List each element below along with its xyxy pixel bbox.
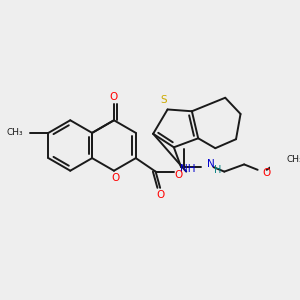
Text: O: O [262, 167, 270, 178]
Text: CH₃: CH₃ [286, 155, 300, 164]
Text: CH₃: CH₃ [7, 128, 23, 137]
Text: NH: NH [180, 164, 195, 174]
Text: O: O [110, 92, 118, 102]
Text: O: O [156, 190, 164, 200]
Text: H: H [214, 165, 222, 175]
Text: O: O [112, 173, 120, 183]
Text: O: O [174, 170, 182, 180]
Text: S: S [160, 95, 167, 106]
Text: N: N [207, 159, 215, 170]
